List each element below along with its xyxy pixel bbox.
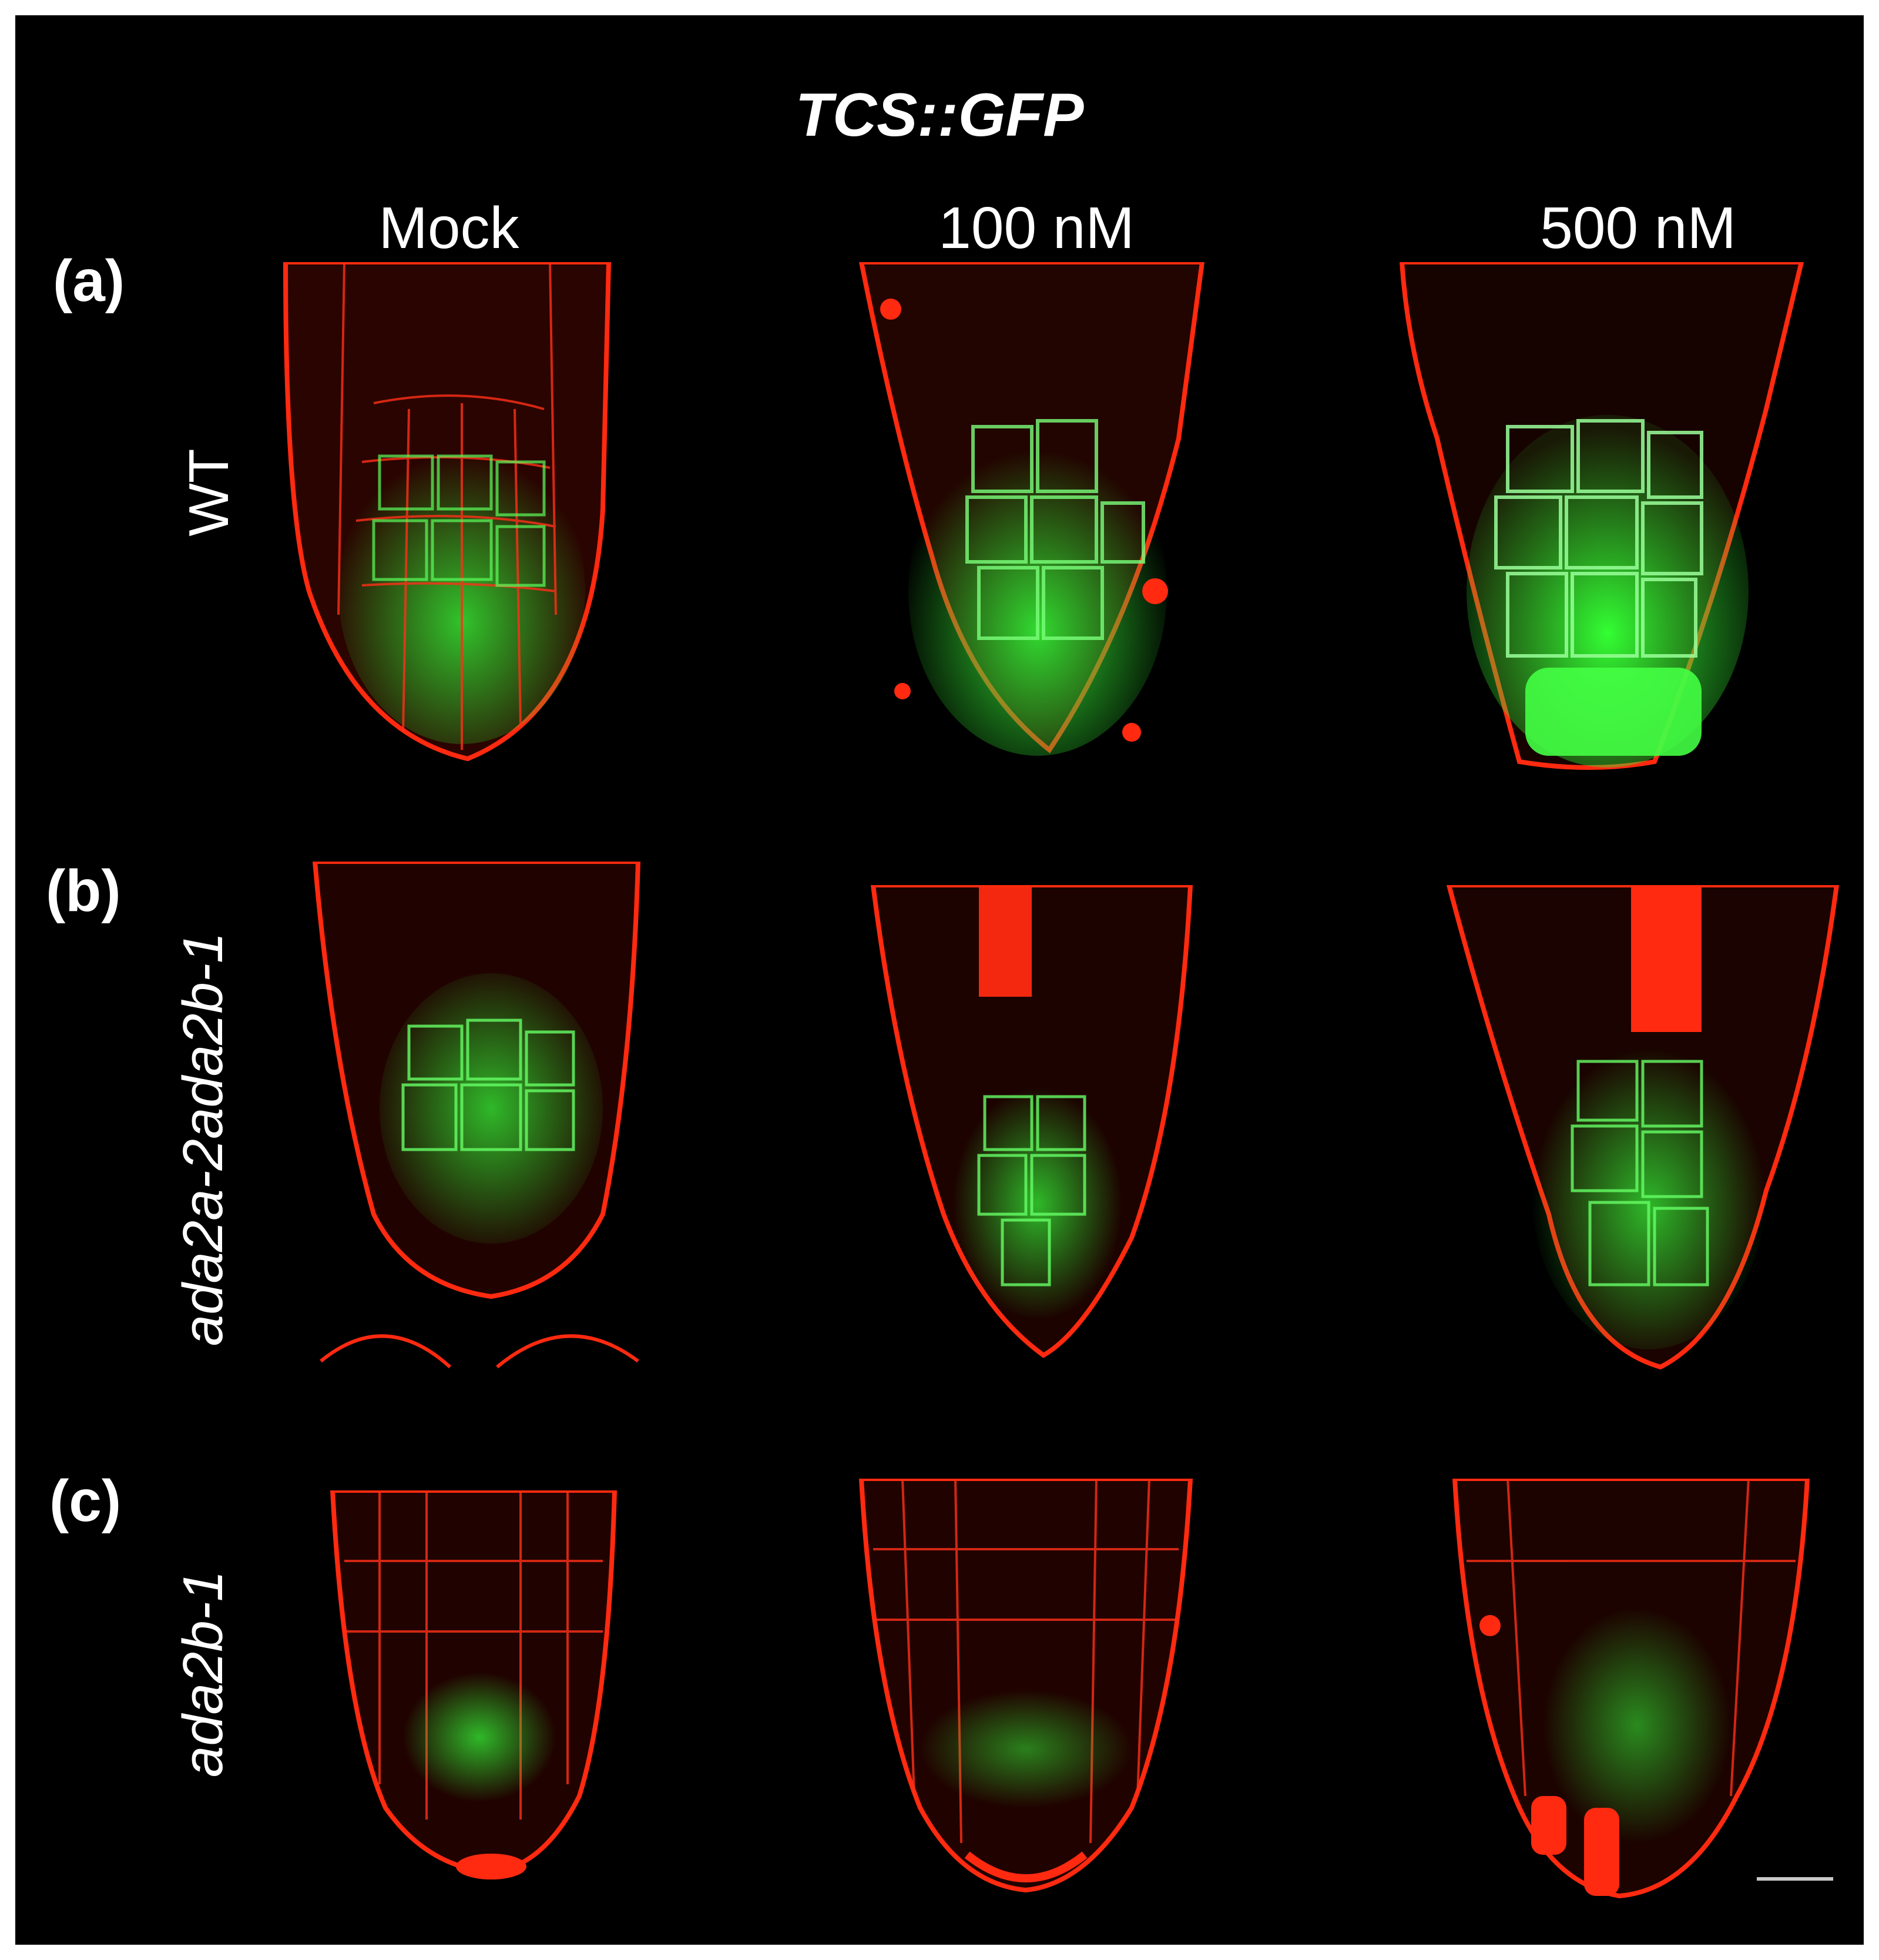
micrograph-double-mock	[297, 862, 662, 1402]
column-header-100nm: 100 nM	[938, 195, 1135, 261]
genotype-label-wt: WT	[177, 448, 240, 537]
row-label-c: (c)	[49, 1468, 122, 1534]
genotype-label-double-mutant: ada2a-2ada2b-1	[172, 932, 234, 1346]
micrograph-wt-100nm	[826, 262, 1226, 768]
root-tip-image	[330, 1490, 618, 1879]
micrograph-double-500nm	[1437, 885, 1848, 1391]
root-tip-image	[312, 862, 641, 1369]
column-header-mock: Mock	[378, 195, 519, 261]
root-tip-image	[858, 262, 1205, 756]
column-header-500nm: 500 nM	[1540, 195, 1736, 261]
root-tip-image	[870, 885, 1193, 1358]
micrograph-ada2b-100nm	[850, 1479, 1202, 1902]
micrograph-ada2b-mock	[321, 1490, 626, 1902]
root-tip-image	[1452, 1479, 1810, 1899]
figure-title: TCS::GFP	[795, 81, 1084, 149]
row-label-b: (b)	[46, 858, 121, 924]
genotype-label-ada2b: ada2b-1	[172, 1570, 234, 1778]
root-tip-image	[1399, 262, 1804, 770]
root-tip-image	[858, 1479, 1193, 1893]
row-label-a: (a)	[53, 248, 125, 314]
root-tip-image	[283, 262, 612, 762]
root-tip-image	[1446, 885, 1840, 1370]
micrograph-wt-500nm	[1390, 262, 1813, 779]
micrograph-wt-mock	[274, 262, 626, 768]
micrograph-double-100nm	[850, 885, 1202, 1426]
scale-bar	[1757, 1877, 1833, 1881]
figure-frame: TCS::GFP Mock 100 nM 500 nM (a) (b) (c) …	[15, 15, 1864, 1945]
micrograph-ada2b-500nm	[1443, 1479, 1819, 1902]
